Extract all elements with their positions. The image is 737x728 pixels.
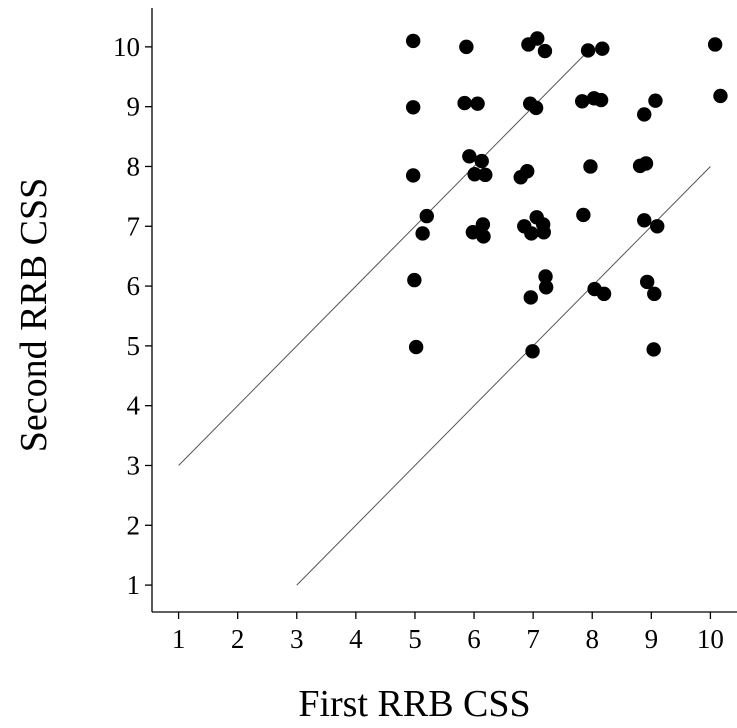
data-point: [538, 269, 553, 284]
data-point: [407, 272, 422, 288]
data-point: [475, 217, 491, 232]
y-tick-label: 7: [127, 211, 141, 241]
x-tick-label: 10: [697, 624, 724, 654]
x-tick-label: 3: [290, 624, 304, 654]
data-point: [478, 167, 493, 183]
data-point: [537, 43, 553, 59]
data-point: [580, 43, 596, 58]
data-point: [576, 207, 591, 223]
data-point: [520, 164, 535, 179]
data-point: [536, 225, 551, 240]
x-axis-ticks: 1 2 3 4 5 6 7 8 9 10: [172, 612, 724, 654]
data-point: [474, 153, 489, 169]
y-tick-label: 1: [127, 570, 141, 600]
x-tick-label: 4: [349, 624, 363, 654]
data-point: [637, 107, 652, 122]
data-point: [646, 342, 661, 357]
data-point: [538, 280, 554, 295]
x-tick-label: 2: [231, 624, 245, 654]
y-tick-label: 2: [127, 510, 141, 540]
data-point: [408, 339, 424, 355]
data-point: [713, 88, 728, 104]
x-tick-label: 5: [408, 624, 422, 654]
data-point: [650, 219, 665, 234]
data-point: [419, 208, 434, 224]
y-tick-label: 4: [127, 391, 141, 421]
reference-line: [296, 166, 711, 586]
y-tick-label: 5: [127, 331, 141, 361]
y-tick-label: 3: [127, 450, 141, 480]
data-point: [462, 149, 477, 164]
y-axis-ticks: 1 2 3 4 5 6 7 8 9 10: [113, 32, 152, 600]
data-point: [707, 37, 723, 52]
data-point: [637, 213, 652, 228]
y-tick-label: 9: [127, 92, 141, 122]
y-tick-label: 10: [113, 32, 140, 62]
reference-lines: [178, 46, 711, 586]
data-point: [595, 41, 610, 56]
data-point: [574, 94, 590, 109]
data-point: [523, 290, 538, 305]
data-point: [524, 226, 539, 241]
x-tick-label: 7: [526, 624, 540, 654]
y-axis-title: Second RRB CSS: [13, 178, 55, 453]
y-tick-label: 6: [127, 271, 141, 301]
data-point: [405, 33, 421, 49]
data-point: [525, 344, 540, 359]
data-point: [470, 96, 485, 111]
data-point: [405, 168, 421, 183]
reference-line: [178, 46, 593, 466]
data-point: [638, 156, 654, 171]
data-point: [639, 274, 655, 290]
data-point: [467, 167, 482, 182]
data-point: [528, 100, 544, 116]
data-point: [647, 286, 662, 302]
x-tick-label: 9: [645, 624, 659, 654]
data-point: [593, 92, 609, 108]
x-tick-label: 1: [172, 624, 186, 654]
data-point: [457, 95, 472, 111]
x-tick-label: 8: [585, 624, 599, 654]
x-axis-title: First RRB CSS: [298, 683, 530, 725]
data-point: [405, 100, 421, 115]
data-point: [459, 39, 474, 55]
data-point: [583, 159, 598, 174]
y-tick-label: 8: [127, 151, 141, 181]
x-tick-label: 6: [467, 624, 481, 654]
data-point: [530, 31, 545, 46]
data-points: [405, 31, 728, 359]
data-point: [476, 229, 491, 244]
data-point: [596, 286, 612, 302]
data-point: [415, 226, 430, 241]
data-point: [648, 93, 663, 108]
